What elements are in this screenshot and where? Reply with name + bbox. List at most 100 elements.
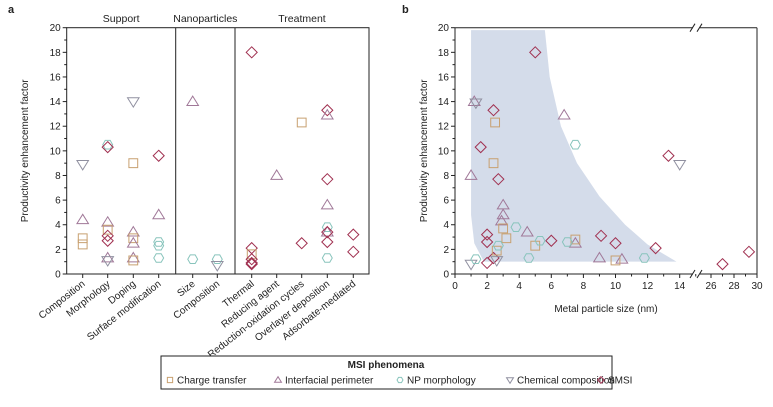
data-point-interfacial bbox=[152, 208, 166, 220]
data-point-interfacial bbox=[270, 169, 284, 180]
y-tick-label: 14 bbox=[50, 97, 62, 108]
data-point-charge bbox=[610, 255, 621, 266]
data-point-smsi bbox=[321, 225, 334, 239]
data-point-smsi bbox=[594, 229, 608, 243]
data-point-chemical bbox=[673, 160, 687, 171]
legend-label-interfacial: Interfacial perimeter bbox=[285, 376, 374, 387]
x-tick-label: 10 bbox=[610, 281, 622, 292]
x-tick-label: Composition bbox=[172, 279, 223, 322]
data-point-chemical bbox=[490, 256, 504, 267]
legend-label-np: NP morphology bbox=[407, 376, 476, 387]
y-tick-label: 12 bbox=[438, 122, 450, 133]
y-tick-label: 18 bbox=[50, 48, 62, 59]
y-axis-label: Productivity enhancement factor bbox=[419, 79, 430, 223]
data-point-charge bbox=[128, 255, 139, 266]
x-axis-label: Metal particle size (nm) bbox=[554, 304, 657, 315]
axis-break-icon bbox=[696, 269, 703, 279]
data-point-smsi bbox=[101, 140, 114, 154]
y-tick-label: 0 bbox=[55, 270, 61, 281]
y-tick-label: 10 bbox=[50, 146, 62, 157]
data-point-interfacial bbox=[520, 225, 534, 237]
y-tick-label: 6 bbox=[443, 196, 449, 207]
data-point-smsi bbox=[487, 104, 500, 117]
y-tick-label: 20 bbox=[438, 23, 450, 34]
data-point-smsi bbox=[245, 241, 258, 255]
data-point-charge bbox=[296, 117, 307, 128]
legend-frame bbox=[160, 355, 613, 390]
data-point-smsi bbox=[609, 237, 622, 250]
data-point-smsi bbox=[480, 235, 494, 249]
legend-marker-chemical bbox=[505, 377, 515, 385]
y-tick-label: 20 bbox=[50, 23, 62, 34]
data-point-smsi bbox=[321, 235, 334, 249]
legend-marker-charge bbox=[166, 376, 174, 384]
data-point-charge bbox=[530, 240, 541, 251]
panel-a: a Support Nanoparticles Treatment 0 2 4 6 8 10 12 1… bbox=[8, 4, 370, 361]
x-tick-label: 2 bbox=[484, 281, 490, 292]
data-point-interfacial bbox=[557, 108, 571, 120]
data-point-smsi bbox=[480, 228, 494, 241]
x-tick-label: 30 bbox=[751, 281, 763, 292]
x-tick-label: 4 bbox=[516, 281, 522, 292]
legend-label-charge: Charge transfer bbox=[177, 376, 247, 387]
data-point-smsi bbox=[492, 172, 505, 186]
data-point-np bbox=[510, 222, 522, 232]
data-point-np bbox=[523, 253, 535, 263]
data-point-smsi bbox=[347, 245, 360, 259]
data-point-smsi bbox=[662, 149, 675, 162]
data-point-smsi bbox=[152, 149, 165, 162]
data-point-smsi bbox=[529, 46, 542, 59]
data-point-charge bbox=[128, 233, 139, 244]
group-label: Support bbox=[103, 13, 140, 25]
y-tick-label: 14 bbox=[438, 97, 450, 108]
axis-break-icon bbox=[696, 23, 703, 32]
data-point-charge bbox=[498, 223, 509, 234]
y-tick-label: 8 bbox=[443, 171, 449, 182]
y-tick-label: 2 bbox=[55, 245, 61, 256]
shaded-region bbox=[471, 30, 677, 262]
data-point-smsi bbox=[245, 253, 258, 266]
x-tick-label: 14 bbox=[674, 281, 686, 292]
data-point-interfacial bbox=[76, 213, 90, 225]
group-label: Treatment bbox=[278, 13, 326, 25]
data-point-np bbox=[187, 254, 199, 265]
data-point-smsi bbox=[101, 229, 114, 243]
data-point-smsi bbox=[742, 245, 756, 259]
y-tick-label: 0 bbox=[443, 270, 449, 281]
data-point-np bbox=[561, 237, 573, 247]
legend-label-smsi: SMSI bbox=[608, 376, 632, 387]
data-point-np bbox=[321, 253, 333, 263]
y-tick-label: 12 bbox=[50, 122, 62, 133]
legend-marker-interfacial bbox=[273, 375, 283, 383]
data-point-interfacial bbox=[126, 236, 140, 248]
data-point-interfacial bbox=[101, 251, 115, 263]
data-point-interfacial bbox=[592, 251, 607, 263]
data-point-np bbox=[153, 237, 165, 247]
y-tick-label: 6 bbox=[55, 196, 61, 207]
data-point-chemical bbox=[101, 256, 115, 267]
data-point-charge bbox=[77, 233, 88, 244]
y-tick-label: 8 bbox=[55, 171, 61, 182]
data-point-chemical bbox=[469, 98, 483, 110]
data-point-charge bbox=[491, 245, 502, 256]
data-point-np bbox=[638, 253, 650, 263]
data-point-interfacial bbox=[186, 95, 200, 106]
legend-marker-np bbox=[396, 376, 404, 384]
data-point-interfacial bbox=[615, 252, 629, 264]
x-tick-label: 0 bbox=[452, 281, 458, 292]
data-point-smsi bbox=[649, 241, 662, 255]
y-tick-label: 10 bbox=[438, 146, 450, 157]
data-point-smsi bbox=[347, 228, 360, 241]
data-point-charge bbox=[501, 233, 512, 244]
y-axis-label: Productivity enhancement factor bbox=[20, 79, 31, 223]
data-point-interfacial bbox=[494, 214, 509, 226]
data-point-charge bbox=[488, 158, 499, 169]
y-tick-label: 18 bbox=[438, 48, 450, 59]
data-point-smsi bbox=[321, 172, 334, 186]
y-tick-label: 4 bbox=[55, 220, 61, 231]
data-point-interfacial bbox=[320, 108, 334, 120]
data-point-interfacial bbox=[320, 198, 334, 210]
data-point-interfacial bbox=[464, 169, 478, 180]
data-point-np bbox=[153, 253, 165, 263]
